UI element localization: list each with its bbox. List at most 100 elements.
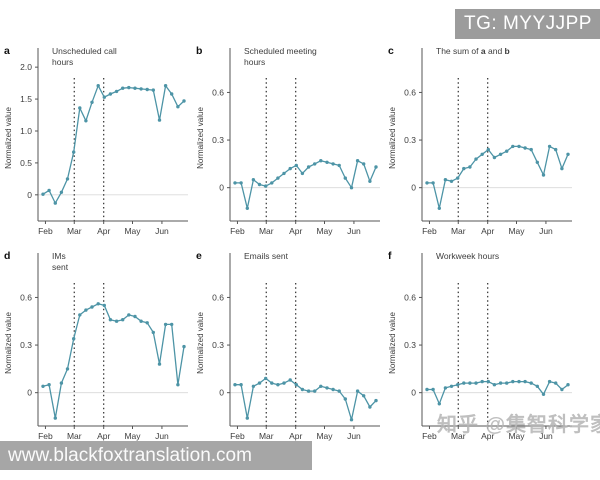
data-point [251, 384, 256, 388]
data-point [282, 171, 286, 176]
data-point [182, 99, 186, 103]
data-point [114, 319, 119, 323]
x-tick-label: May [124, 431, 141, 441]
data-point [163, 322, 168, 327]
chart-unscheduled-call-hours: 0 0.5 1.0 1.5 2.0 Feb Mar Apr May Jun a Unscheduled… [4, 45, 188, 236]
data-point [431, 181, 435, 185]
y-tick-label: 0 [219, 388, 224, 398]
panel-title: hours [244, 57, 265, 67]
x-tick-label: Mar [451, 226, 466, 236]
x-tick-label: Jun [539, 226, 553, 236]
data-point [96, 84, 100, 88]
data-point [431, 387, 435, 392]
data-point [535, 160, 539, 164]
y-axis-label: Normalized value [388, 107, 397, 169]
panel-scheduled-meeting-hours: 0 0.3 0.6 Feb Mar Apr May Jun b Scheduled meeting… [192, 38, 388, 243]
data-point [78, 313, 82, 317]
data-point [331, 387, 335, 392]
data-point [288, 378, 292, 382]
y-tick-label: 1.5 [20, 94, 32, 104]
y-tick-label: 0 [219, 183, 224, 193]
x-tick-label: Apr [289, 431, 302, 441]
x-tick-label: Jun [155, 226, 169, 236]
panel-title: Scheduled meeting [244, 46, 317, 56]
data-point [151, 330, 155, 335]
data-point [313, 162, 317, 166]
data-point [547, 379, 552, 384]
data-point [355, 389, 360, 393]
data-line [427, 145, 569, 209]
data-point [529, 381, 533, 385]
chart-emails-sent: 0 0.3 0.6 Feb Mar Apr May Jun e Emails sent Normal… [196, 250, 380, 441]
data-point [65, 367, 70, 371]
data-point [425, 387, 429, 392]
panel-title: hours [52, 57, 73, 67]
x-tick-label: Mar [67, 431, 82, 441]
x-tick-label: Mar [451, 431, 466, 441]
panel-letter: c [388, 45, 394, 57]
data-point [468, 381, 472, 385]
data-point [102, 95, 107, 99]
data-point [133, 86, 137, 90]
panel-title: Emails sent [244, 251, 289, 261]
data-point [313, 389, 317, 393]
data-point [157, 118, 162, 122]
data-point [96, 302, 100, 306]
data-point [480, 152, 484, 156]
y-tick-label: 2.0 [20, 62, 32, 72]
x-tick-label: May [124, 226, 141, 236]
data-point [151, 88, 155, 92]
panel-ims-sent: 0 0.3 0.6 Feb Mar Apr May Jun d IMs sent Normalized… [0, 243, 196, 448]
data-point [121, 86, 125, 90]
data-point [560, 387, 564, 392]
data-point [554, 381, 558, 385]
x-tick-label: Mar [259, 226, 274, 236]
data-point [523, 146, 527, 150]
data-point [251, 178, 256, 182]
data-point [114, 89, 119, 94]
y-tick-label: 0.6 [212, 87, 224, 97]
panel-emails-sent: 0 0.3 0.6 Feb Mar Apr May Jun e Emails sent Normal… [192, 243, 388, 448]
x-tick-label: Apr [97, 226, 110, 236]
y-tick-label: 0.3 [404, 135, 416, 145]
data-point [84, 308, 88, 312]
data-line [235, 160, 377, 209]
data-point [245, 416, 249, 420]
data-point [449, 179, 454, 183]
data-point [337, 389, 341, 393]
data-point [541, 392, 546, 396]
y-tick-label: 0 [27, 388, 32, 398]
data-point [257, 182, 262, 187]
data-point [437, 402, 441, 406]
data-point [72, 337, 76, 341]
x-tick-label: Apr [97, 431, 110, 441]
data-point [108, 318, 113, 322]
data-point [449, 384, 454, 388]
data-point [468, 165, 472, 169]
data-point [337, 163, 341, 168]
data-point [325, 160, 329, 164]
data-point [355, 159, 360, 163]
data-point [474, 381, 478, 385]
x-tick-label: Feb [230, 431, 245, 441]
x-tick-label: Jun [155, 431, 169, 441]
data-point [425, 181, 429, 185]
panel-title: The sum of a and b [436, 46, 510, 56]
data-point [239, 181, 243, 185]
data-point [343, 397, 347, 401]
y-axis-label: Normalized value [388, 312, 397, 374]
x-tick-label: Apr [289, 226, 302, 236]
data-point [294, 163, 298, 168]
data-point [176, 105, 180, 109]
data-point [300, 171, 305, 176]
y-tick-label: 0.6 [212, 292, 224, 302]
data-point [78, 106, 82, 110]
panel-letter: b [196, 45, 202, 57]
data-point [462, 166, 466, 171]
data-point [170, 322, 174, 327]
data-point [480, 379, 484, 384]
data-point [374, 398, 378, 403]
x-tick-label: Apr [481, 431, 494, 441]
data-point [239, 383, 243, 387]
